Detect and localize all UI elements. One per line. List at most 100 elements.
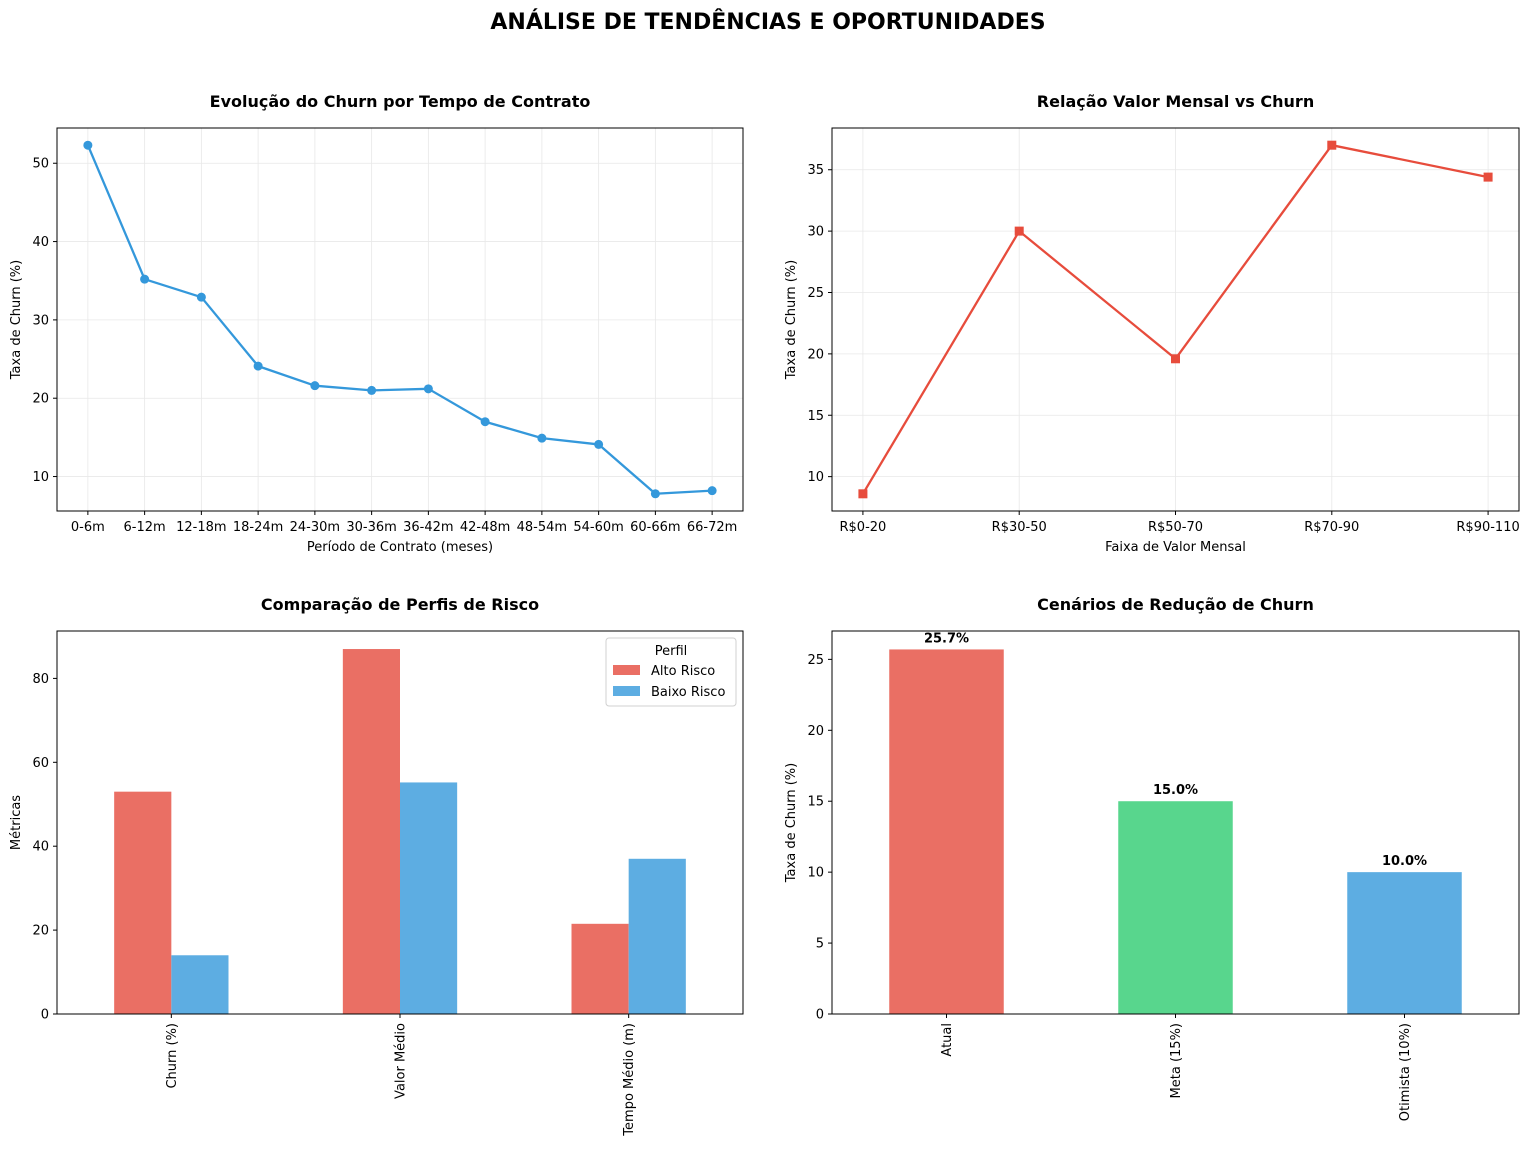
y-tick-label: 0	[41, 1008, 49, 1023]
x-tick-label: R$50-70	[1148, 520, 1203, 535]
y-axis-label: Taxa de Churn (%)	[9, 260, 24, 380]
x-tick-label: 42-48m	[460, 520, 510, 535]
x-tick-label: 48-54m	[517, 520, 567, 535]
bar	[400, 782, 458, 1014]
y-tick-label: 5	[816, 937, 824, 952]
x-tick-label: 18-24m	[233, 520, 283, 535]
y-tick-label: 60	[32, 756, 49, 771]
x-tick-label: 12-18m	[176, 520, 226, 535]
y-tick-label: 30	[807, 225, 824, 240]
figure-suptitle: ANÁLISE DE TENDÊNCIAS E OPORTUNIDADES	[490, 9, 1045, 35]
x-tick-label: Meta (15%)	[1169, 1023, 1184, 1098]
x-tick-label: R$70-90	[1304, 520, 1359, 535]
plot-title: Evolução do Churn por Tempo de Contrato	[210, 92, 591, 111]
x-tick-label: Valor Médio	[394, 1023, 409, 1099]
data-point	[480, 417, 490, 427]
data-point	[423, 384, 433, 394]
data-point	[594, 439, 604, 449]
plot-title: Comparação de Perfis de Risco	[261, 595, 539, 614]
y-tick-label: 0	[816, 1008, 824, 1023]
data-point	[1483, 172, 1493, 182]
plot-frame	[831, 127, 1520, 512]
x-tick-label: 66-72m	[687, 520, 737, 535]
x-axis-label: Faixa de Valor Mensal	[1105, 540, 1246, 555]
data-point	[1171, 354, 1180, 364]
data-point	[1327, 140, 1337, 150]
y-tick-label: 80	[32, 672, 49, 687]
x-tick-label: Tempo Médio (m)	[622, 1023, 637, 1137]
x-tick-label: Otimista (10%)	[1398, 1023, 1413, 1121]
bar	[628, 858, 686, 1014]
y-axis-label: Métricas	[9, 795, 24, 850]
plot-frame	[56, 127, 744, 512]
bar-data-label: 10.0%	[1382, 854, 1427, 869]
plot-title: Relação Valor Mensal vs Churn	[1037, 92, 1314, 111]
bar	[342, 649, 400, 1014]
bar	[1118, 801, 1233, 1014]
data-point	[196, 292, 206, 302]
x-tick-label: 36-42m	[403, 520, 453, 535]
legend-title: Perfil	[655, 644, 688, 659]
x-tick-label: R$0-20	[840, 520, 887, 535]
legend-entry: Baixo Risco	[651, 685, 725, 700]
y-tick-label: 25	[807, 286, 824, 301]
monthly-value-vs-churn-chart: 10 15 20 25 30 35 Taxa de Churn (%) R$0-20 R$30-…	[784, 92, 1520, 555]
legend-swatch	[613, 665, 640, 675]
data-point	[858, 489, 868, 499]
y-tick-label: 35	[807, 163, 824, 178]
bar-data-label: 15.0%	[1153, 783, 1198, 798]
bar	[571, 923, 629, 1014]
bar	[1347, 872, 1462, 1014]
y-tick-label: 20	[32, 392, 49, 407]
y-tick-label: 30	[32, 313, 49, 328]
x-tick-label: 60-66m	[630, 520, 680, 535]
data-point	[367, 385, 377, 395]
bar	[114, 791, 172, 1014]
y-tick-label: 10	[32, 470, 49, 485]
x-tick-label: R$30-50	[992, 520, 1047, 535]
y-tick-label: 20	[807, 724, 824, 739]
data-point	[1014, 226, 1024, 236]
bar	[171, 955, 229, 1014]
churn-reduction-scenarios-chart: 0 5 10 15 20 25 Taxa de Churn (%) 25.7% Atual 15.…	[784, 595, 1520, 1121]
y-axis-label: Taxa de Churn (%)	[784, 260, 799, 380]
data-point	[537, 433, 547, 443]
x-axis-label: Período de Contrato (meses)	[307, 540, 493, 555]
y-tick-label: 25	[807, 653, 824, 668]
legend-entry: Alto Risco	[651, 664, 715, 679]
y-tick-label: 10	[807, 866, 824, 881]
legend-swatch	[613, 686, 640, 696]
series-line	[86, 144, 713, 495]
y-tick-label: 15	[807, 409, 824, 424]
x-tick-label: Atual	[940, 1023, 955, 1057]
risk-profile-comparison-chart: 0 20 40 60 80 Métricas Churn (%) Valor Médio Tem…	[9, 595, 744, 1137]
y-tick-label: 10	[807, 470, 824, 485]
y-tick-label: 40	[32, 840, 49, 855]
x-tick-label: 0-6m	[71, 520, 105, 535]
x-tick-label: R$90-110	[1456, 520, 1519, 535]
plot-title: Cenários de Redução de Churn	[1037, 595, 1314, 614]
x-tick-label: 24-30m	[290, 520, 340, 535]
data-point	[707, 486, 717, 496]
y-tick-label: 20	[807, 347, 824, 362]
plot-frame	[56, 630, 744, 1015]
bar-data-label: 25.7%	[924, 631, 969, 646]
y-tick-label: 50	[32, 157, 49, 172]
x-tick-label: 6-12m	[124, 520, 166, 535]
data-point	[253, 361, 263, 371]
churn-by-contract-chart: 10 20 30 40 50 Taxa de Churn (%) 0-6m 6-12m 12-1…	[9, 92, 744, 555]
x-tick-label: 54-60m	[573, 520, 623, 535]
x-tick-label: 30-36m	[346, 520, 396, 535]
data-point	[650, 489, 660, 499]
bar	[889, 649, 1004, 1014]
y-axis-label: Taxa de Churn (%)	[784, 763, 799, 883]
x-tick-label: Churn (%)	[165, 1023, 180, 1089]
data-point	[140, 274, 150, 284]
data-point	[83, 140, 93, 150]
y-tick-label: 20	[32, 924, 49, 939]
data-point	[310, 381, 320, 391]
y-tick-label: 40	[32, 235, 49, 250]
plot-frame	[831, 630, 1520, 1015]
